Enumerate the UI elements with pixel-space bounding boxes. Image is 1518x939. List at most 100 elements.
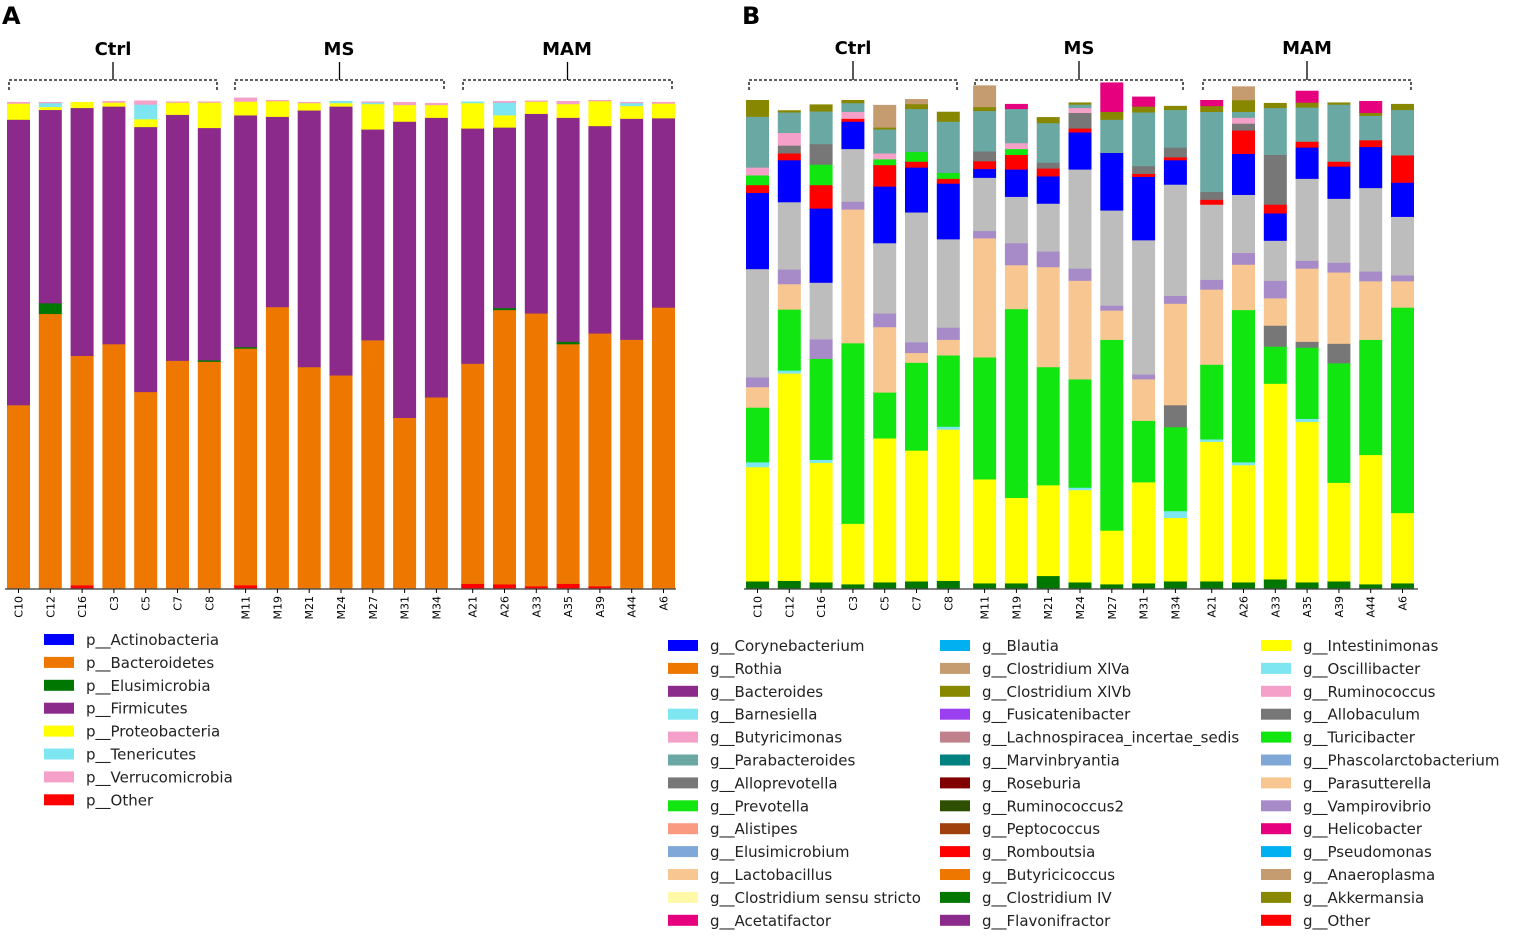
bar-segment-b-c10-g-prevotella xyxy=(746,175,769,186)
bar-segment-a-a39-p-other xyxy=(588,586,612,589)
bar-segment-a-c5-p-tenericutes xyxy=(134,104,158,120)
bar-segment-b-m27-g-helicobacter xyxy=(1100,82,1124,113)
bar-segment-a-a6-p-proteobacteria xyxy=(652,103,675,119)
legend-label-b-g-fusicatenibacter-1: g__Fusicatenibacter xyxy=(982,706,1131,725)
bar-segment-a-m11-p-firmicutes xyxy=(234,115,258,348)
bar-segment-a-m11-p-bacteroidetes xyxy=(234,348,258,586)
bar-segment-b-m24-g-turicibacter xyxy=(1068,379,1092,488)
bar-segment-a-m24-p-tenericutes xyxy=(329,100,353,104)
bar-segment-b-a21-g-parasutterella xyxy=(1200,289,1224,365)
bar-segment-b-a6-g-akkermansia xyxy=(1391,103,1414,111)
legend-swatch-b-g-clostridium-xlvb-1 xyxy=(940,685,970,697)
bar-segment-b-m31-g-barnesiella xyxy=(1132,240,1156,375)
bar-segment-b-c7-g-clostridium-iv xyxy=(905,581,928,589)
bar-segment-b-a39-g-turicibacter xyxy=(1327,363,1351,483)
stacked-bars-a xyxy=(7,97,675,589)
legend-label-b-g-butyricimonas-0: g__Butyricimonas xyxy=(710,729,842,748)
legend-label-b-g-alistipes-0: g__Alistipes xyxy=(710,820,798,839)
panel-label-a: A xyxy=(2,2,21,30)
bar-segment-a-c16-p-firmicutes xyxy=(70,107,94,357)
bar-segment-a-c10-p-firmicutes xyxy=(7,119,30,406)
bar-segment-b-c3-g-corynebacterium xyxy=(841,121,865,150)
bar-segment-b-c16-g-prevotella xyxy=(809,164,833,186)
bar-segment-b-c3-g-vampirovibrio xyxy=(841,201,865,210)
legend-swatch-b-g-alloprevotella-0 xyxy=(668,777,698,789)
legend-label-b-g-clostridium-xlva-1: g__Clostridium XlVa xyxy=(982,660,1130,679)
tick-label-b-a44: A44 xyxy=(1365,596,1378,618)
bar-segment-b-a6-g-barnesiella xyxy=(1391,216,1414,276)
bar-segment-a-m34-p-verrucomicrobia xyxy=(424,102,448,106)
bar-segment-b-m11-g-anaeroplasma xyxy=(973,85,997,108)
bar-segment-b-a21-g-intestinimonas xyxy=(1200,441,1224,582)
bar-segment-b-m24-g-parabacteroides xyxy=(1068,104,1092,109)
legend-swatch-p-verrucomicrobia xyxy=(44,771,74,783)
legend-swatch-p-firmicutes xyxy=(44,702,74,714)
legend-swatch-b-g-roseburia-1 xyxy=(940,777,970,789)
bar-segment-b-m11-g-corynebacterium xyxy=(973,168,997,178)
bar-segment-b-m19-g-barnesiella xyxy=(1004,196,1028,244)
bar-segment-b-a33-g-other xyxy=(1263,204,1287,214)
legend-swatch-b-g-vampirovibrio-2 xyxy=(1261,800,1291,812)
bracket-a-ctrl xyxy=(8,79,218,90)
bar-segment-a-a44-p-firmicutes xyxy=(620,118,644,340)
bar-segment-b-c16-g-akkermansia xyxy=(809,104,833,112)
legend-swatch-p-elusimicrobia xyxy=(44,679,74,691)
bar-segment-b-a26-g-anaeroplasma xyxy=(1232,86,1255,101)
bar-segment-a-m27-p-verrucomicrobia xyxy=(361,101,385,103)
legend-swatch-b-g-fusicatenibacter-1 xyxy=(940,708,970,720)
bar-segment-b-m19-g-parabacteroides xyxy=(1004,108,1028,144)
bar-segment-b-m24-g-alloprevotella xyxy=(1068,112,1092,129)
bar-segment-b-m19-g-intestinimonas xyxy=(1004,497,1028,584)
bar-segment-a-a33-p-other xyxy=(524,586,548,589)
bar-segment-b-m11-g-turicibacter xyxy=(973,357,997,480)
bar-segment-b-a39-g-clostridium-iv xyxy=(1327,581,1351,589)
legend-label-b-g-corynebacterium-0: g__Corynebacterium xyxy=(710,637,864,656)
bar-segment-a-a44-p-bacteroidetes xyxy=(620,339,644,589)
tick-label-b-a26: A26 xyxy=(1238,596,1251,618)
bar-segment-b-a21-g-clostridium-iv xyxy=(1200,581,1224,589)
bar-segment-b-a44-g-corynebacterium xyxy=(1359,146,1383,189)
group-label-ms-a: MS xyxy=(324,39,355,60)
bar-segment-b-c5-g-parasutterella xyxy=(873,326,897,393)
bar-segment-b-a35-g-corynebacterium xyxy=(1295,147,1319,179)
bar-segment-b-a44-g-intestinimonas xyxy=(1359,454,1383,585)
legend-swatch-p-actinobacteria xyxy=(44,634,74,645)
legend-label-b-g-bacteroides-0: g__Bacteroides xyxy=(710,683,823,702)
tick-label-b-c5: C5 xyxy=(879,596,892,611)
bar-segment-b-m27-g-vampirovibrio xyxy=(1100,305,1124,311)
bar-segment-a-m34-p-firmicutes xyxy=(424,117,448,398)
legend-label-b-g-alloprevotella-0: g__Alloprevotella xyxy=(710,774,838,793)
bar-segment-b-m19-g-butyricimonas xyxy=(1004,142,1028,150)
legend-swatch-b-g-intestinimonas-2 xyxy=(1261,640,1291,651)
legend-label-b-g-elusimicrobium-0: g__Elusimicrobium xyxy=(710,843,850,862)
legend-label-b-g-roseburia-1: g__Roseburia xyxy=(982,774,1081,793)
legend-label-p-verrucomicrobia: p__Verrucomicrobia xyxy=(86,768,233,787)
bar-segment-a-m21-p-firmicutes xyxy=(297,110,321,368)
tick-label-a-m21: M21 xyxy=(303,596,316,620)
bar-segment-b-a33-g-vampirovibrio xyxy=(1263,280,1287,299)
tick-label-a-a44: A44 xyxy=(626,596,639,618)
group-label-ctrl-b: Ctrl xyxy=(835,38,872,59)
bar-segment-a-a26-p-tenericutes xyxy=(493,102,516,116)
legend-swatch-b-g-pseudomonas-2 xyxy=(1261,846,1291,858)
bar-segment-b-c8-g-other xyxy=(936,178,960,184)
bar-segment-a-m27-p-firmicutes xyxy=(361,129,385,341)
bar-segment-a-c16-p-other xyxy=(70,585,94,589)
bar-segment-b-m34-g-alloprevotella xyxy=(1163,147,1187,158)
bar-segment-a-a6-p-verrucomicrobia xyxy=(652,101,675,104)
bar-segment-b-c7-g-parabacteroides xyxy=(905,108,928,153)
bar-segment-b-c8-g-parasutterella xyxy=(936,339,960,356)
bar-segment-a-m31-p-proteobacteria xyxy=(393,104,417,122)
bar-segment-b-c12-g-butyricimonas xyxy=(777,132,801,146)
bar-segment-b-c8-g-vampirovibrio xyxy=(936,327,960,340)
legend-label-b-g-acetatifactor-0: g__Acetatifactor xyxy=(710,912,832,931)
bar-segment-b-a39-g-parasutterella xyxy=(1327,272,1351,344)
bar-segment-b-m34-g-akkermansia xyxy=(1163,105,1187,111)
tick-label-b-a6: A6 xyxy=(1397,596,1410,611)
bar-segment-b-a21-g-vampirovibrio xyxy=(1200,279,1224,290)
bar-segment-a-a26-p-verrucomicrobia xyxy=(493,100,516,103)
bar-segment-a-a21-p-proteobacteria xyxy=(461,102,485,129)
legend-swatch-b-g-lachnospiracea-incertae-sedis-1 xyxy=(940,731,970,743)
legend-label-b-g-anaeroplasma-2: g__Anaeroplasma xyxy=(1303,866,1435,885)
bar-segment-b-m11-g-parabacteroides xyxy=(973,110,997,152)
